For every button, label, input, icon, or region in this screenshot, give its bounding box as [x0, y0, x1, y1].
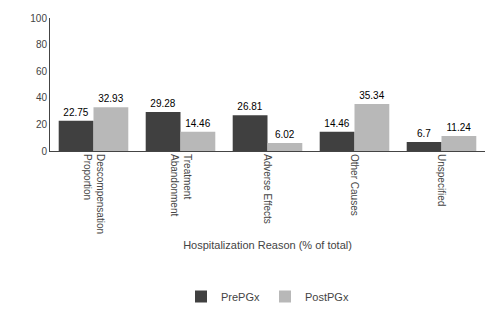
- svg-text:14.46: 14.46: [324, 118, 349, 129]
- svg-text:32.93: 32.93: [98, 93, 123, 104]
- svg-text:40: 40: [36, 92, 48, 103]
- svg-text:DescompensationProportion: DescompensationProportion: [82, 154, 106, 234]
- svg-text:Adverse Effects: Adverse Effects: [262, 154, 273, 224]
- svg-text:PrePGx: PrePGx: [221, 291, 260, 303]
- svg-text:100: 100: [30, 13, 47, 24]
- svg-text:0: 0: [41, 146, 47, 157]
- svg-text:22.75: 22.75: [63, 107, 88, 118]
- svg-text:6.7: 6.7: [417, 128, 431, 139]
- svg-text:6.02: 6.02: [275, 129, 295, 140]
- svg-text:26.81: 26.81: [237, 101, 262, 112]
- svg-text:20: 20: [36, 119, 48, 130]
- svg-text:Hospitalization Reason (% of t: Hospitalization Reason (% of total): [183, 239, 352, 251]
- svg-text:60: 60: [36, 66, 48, 77]
- svg-text:TreatmentAbandonment: TreatmentAbandonment: [169, 154, 193, 216]
- svg-text:35.34: 35.34: [359, 90, 384, 101]
- svg-text:80: 80: [36, 39, 48, 50]
- svg-text:29.28: 29.28: [150, 98, 175, 109]
- svg-text:14.46: 14.46: [185, 118, 210, 129]
- svg-text:11.24: 11.24: [447, 122, 472, 133]
- svg-text:Other Causes: Other Causes: [349, 154, 360, 216]
- svg-text:Unspecified: Unspecified: [436, 154, 447, 206]
- svg-text:PostPGx: PostPGx: [305, 291, 349, 303]
